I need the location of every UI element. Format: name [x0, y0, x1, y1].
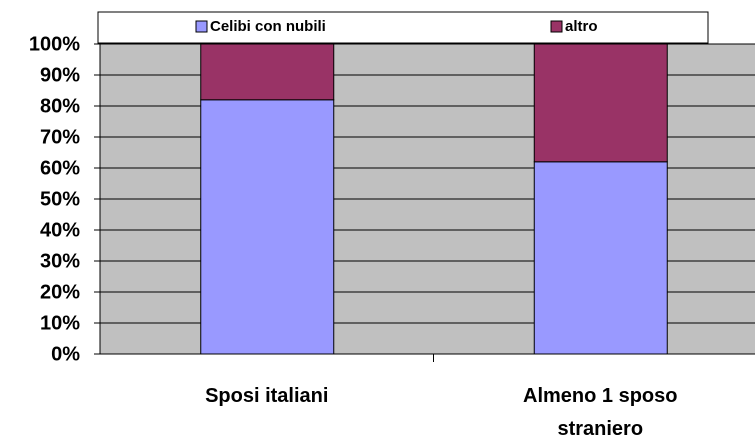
y-tick-label: 30%: [40, 250, 80, 272]
legend-swatch: [550, 20, 563, 33]
legend-label: Celibi con nubili: [210, 18, 326, 35]
legend: [97, 11, 709, 44]
y-tick-label: 60%: [40, 157, 80, 179]
x-tick-label: Almeno 1 sposo straniero: [523, 385, 678, 440]
y-tick-label: 100%: [29, 33, 80, 55]
legend-swatch: [195, 20, 208, 33]
y-tick-label: 20%: [40, 281, 80, 303]
y-tick-label: 0%: [51, 343, 80, 365]
y-tick-label: 50%: [40, 188, 80, 210]
bar-segment: [533, 43, 668, 163]
bar-segment: [200, 99, 335, 355]
bar-segment: [533, 161, 668, 355]
legend-label: altro: [565, 18, 598, 35]
y-tick-label: 40%: [40, 219, 80, 241]
x-tick-label: Sposi italiani: [205, 385, 329, 407]
y-tick-label: 80%: [40, 95, 80, 117]
bar-segment: [200, 43, 335, 101]
y-tick-label: 10%: [40, 312, 80, 334]
y-tick-label: 70%: [40, 126, 80, 148]
y-tick-label: 90%: [40, 64, 80, 86]
